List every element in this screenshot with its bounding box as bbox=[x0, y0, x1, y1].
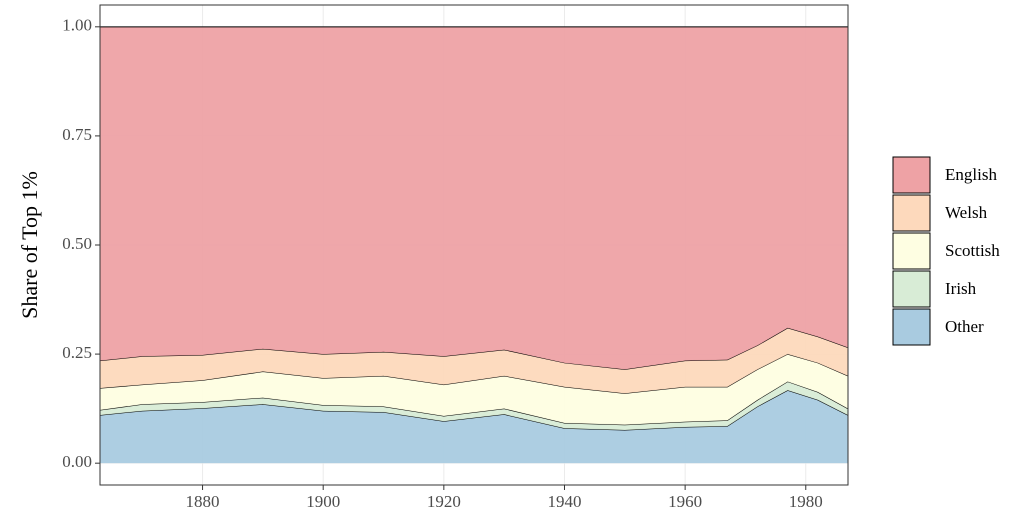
area bbox=[100, 390, 848, 464]
x-tick-label: 1940 bbox=[547, 492, 581, 511]
y-tick-label: 0.00 bbox=[62, 452, 92, 471]
x-tick-label: 1980 bbox=[789, 492, 823, 511]
legend-label: Welsh bbox=[945, 203, 988, 222]
area bbox=[100, 327, 848, 394]
y-tick-label: 0.75 bbox=[62, 125, 92, 144]
x-tick-label: 1920 bbox=[427, 492, 461, 511]
legend-label: English bbox=[945, 165, 997, 184]
area bbox=[100, 354, 848, 425]
legend-key bbox=[892, 308, 931, 346]
legend-label: Scottish bbox=[945, 241, 1000, 260]
legend-key bbox=[892, 194, 931, 232]
legend-label: Other bbox=[945, 317, 984, 336]
y-axis-label: Share of Top 1% bbox=[17, 171, 42, 319]
legend-key bbox=[892, 156, 931, 194]
area-edge bbox=[99, 381, 849, 426]
area bbox=[100, 26, 848, 370]
y-tick-label: 0.25 bbox=[62, 343, 92, 362]
legend-label: Irish bbox=[945, 279, 977, 298]
x-tick-label: 1960 bbox=[668, 492, 702, 511]
y-tick-label: 1.00 bbox=[62, 16, 92, 35]
x-tick-label: 1900 bbox=[306, 492, 340, 511]
legend-key bbox=[892, 232, 931, 270]
x-tick-label: 1880 bbox=[186, 492, 220, 511]
y-tick-label: 0.50 bbox=[62, 234, 92, 253]
plot-border bbox=[99, 4, 849, 486]
area-edge bbox=[99, 353, 849, 394]
legend-key bbox=[892, 270, 931, 308]
